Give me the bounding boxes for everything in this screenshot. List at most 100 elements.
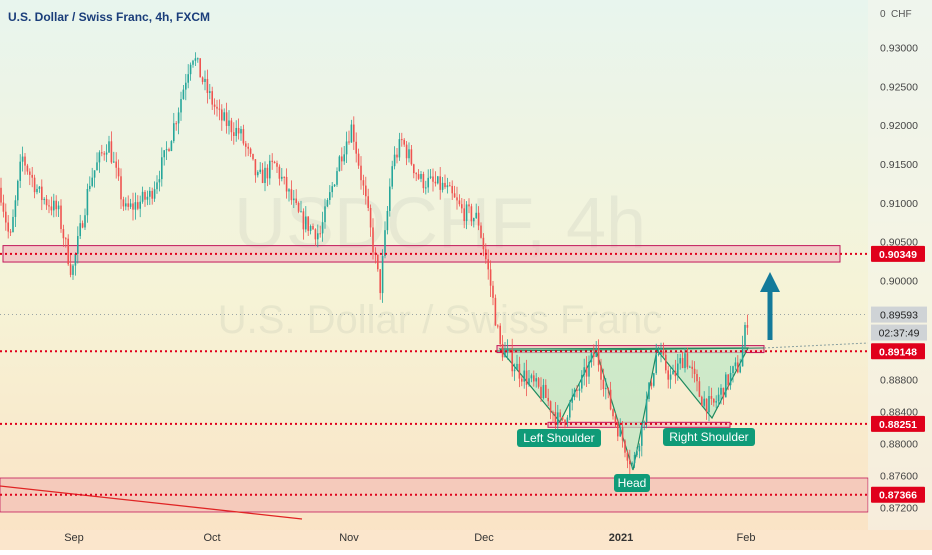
- candle-body: [348, 141, 350, 143]
- candle-body: [98, 152, 101, 163]
- candle-body: [134, 202, 137, 210]
- candle-body: [271, 160, 273, 162]
- candle-body: [281, 176, 283, 179]
- candle-body: [720, 387, 722, 395]
- candle-body: [624, 440, 626, 453]
- candle-body: [17, 180, 19, 201]
- candle-body: [69, 264, 72, 275]
- candle-body: [165, 149, 168, 151]
- candle-body: [372, 227, 374, 253]
- candle-body: [645, 399, 648, 422]
- time-axis[interactable]: Sep Oct Nov Dec 2021 Feb: [64, 532, 755, 544]
- candle-body: [597, 348, 600, 366]
- candle-body: [302, 211, 305, 230]
- candle-body: [689, 366, 691, 368]
- candle-body: [588, 362, 590, 377]
- candle-body: [629, 460, 631, 465]
- candle-body: [693, 368, 696, 374]
- candle-body: [156, 182, 158, 190]
- candle-body: [497, 325, 499, 327]
- candle-body: [449, 185, 451, 187]
- candle-body: [552, 411, 554, 413]
- candle-body: [151, 190, 153, 199]
- candle-body: [417, 174, 420, 179]
- candle-body: [734, 362, 737, 367]
- candle-body: [422, 174, 425, 189]
- candle-body: [50, 206, 53, 211]
- candle-body: [14, 200, 17, 217]
- x-tick-label: Sep: [64, 532, 84, 544]
- candle-body: [487, 259, 489, 270]
- candle-body: [276, 163, 278, 167]
- candle-body: [101, 152, 103, 154]
- candle-body: [324, 206, 326, 223]
- level-price-tag: [871, 343, 925, 360]
- candle-body: [525, 370, 528, 385]
- candle-body: [530, 375, 533, 379]
- candle-body: [273, 161, 276, 164]
- candle-body: [533, 375, 535, 382]
- right-shoulder-label: Right Shoulder: [669, 430, 748, 444]
- candle-body: [259, 169, 261, 173]
- candle-body: [561, 417, 564, 420]
- y-tick-label: 0.92500: [880, 81, 918, 93]
- candle-body: [249, 148, 252, 154]
- candle-body: [163, 150, 165, 158]
- candle-body: [461, 204, 463, 209]
- candle-body: [353, 124, 355, 142]
- candle-body: [84, 215, 86, 228]
- candle-body: [684, 353, 686, 369]
- candle-body: [482, 237, 485, 250]
- candles-layer: [0, 52, 749, 475]
- watermark: USDCHF, 4h U.S. Dollar / Swiss Franc: [218, 184, 663, 342]
- candle-body: [79, 223, 81, 237]
- candle-body: [434, 181, 437, 184]
- candle-body: [173, 123, 175, 142]
- candle-body: [278, 166, 281, 179]
- candle-body: [194, 58, 197, 61]
- candle-body: [266, 167, 269, 179]
- candle-body: [468, 204, 470, 207]
- candle-body: [545, 384, 547, 398]
- price-axis[interactable]: 0.93000 0.92500 0.92000 0.91500 0.91000 0.905…: [871, 43, 927, 515]
- candle-body: [329, 192, 331, 201]
- candle-body: [602, 379, 605, 390]
- candle-body: [288, 189, 290, 192]
- candle-body: [542, 384, 545, 399]
- candle-body: [285, 176, 288, 192]
- candle-body: [314, 229, 317, 240]
- candle-body: [528, 378, 530, 385]
- candle-body: [129, 203, 132, 207]
- candle-body: [343, 154, 345, 162]
- candle-body: [535, 378, 537, 382]
- candle-body: [717, 394, 720, 402]
- candle-body: [499, 325, 501, 344]
- candle-body: [405, 144, 408, 159]
- candle-body: [401, 139, 403, 141]
- candle-body: [326, 200, 329, 207]
- candle-body: [475, 212, 477, 219]
- candle-body: [213, 104, 216, 107]
- candle-body: [593, 353, 595, 358]
- candle-body: [149, 190, 151, 197]
- candle-body: [384, 230, 386, 257]
- candle-body: [65, 238, 67, 240]
- candle-body: [45, 198, 48, 206]
- y-tick-label: 0.87600: [880, 471, 918, 483]
- candle-body: [672, 370, 674, 375]
- candle-body: [715, 401, 717, 403]
- candle-body: [477, 212, 480, 226]
- candle-body: [451, 185, 453, 194]
- candle-body: [429, 176, 432, 178]
- candle-body: [309, 225, 312, 231]
- candle-body: [293, 198, 295, 201]
- candle-body: [247, 146, 249, 149]
- candle-body: [674, 370, 677, 377]
- level-price-tag: [871, 245, 925, 262]
- candle-body: [192, 60, 194, 65]
- candle-body: [230, 120, 233, 133]
- candle-body: [381, 256, 384, 294]
- candle-body: [7, 222, 9, 232]
- candle-body: [264, 167, 266, 183]
- candle-body: [38, 186, 41, 189]
